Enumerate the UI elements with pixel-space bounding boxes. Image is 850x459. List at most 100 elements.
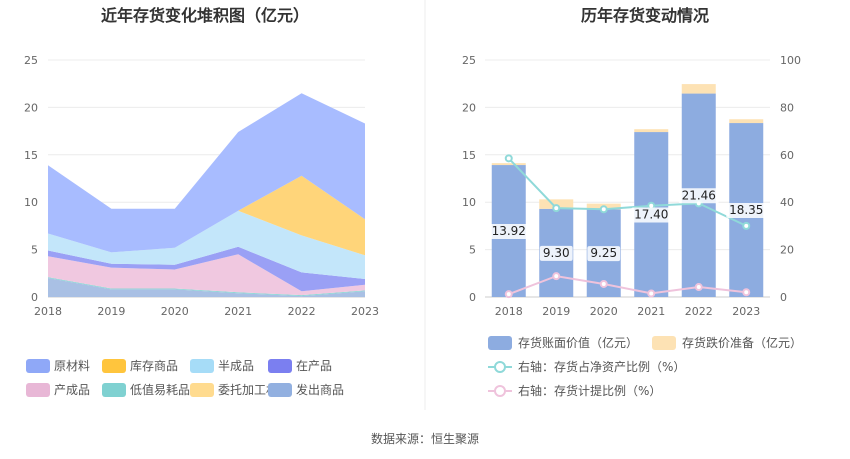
legend-label-book-value: 存货账面价值（亿元） [518, 335, 638, 350]
line-point-2 [552, 272, 561, 281]
bar-impairment [634, 129, 669, 133]
line-point-1 [742, 221, 751, 230]
left-y-tick-label: 20 [24, 101, 38, 114]
area-半成品 [48, 210, 365, 279]
line-series-1 [508, 157, 747, 227]
right-bar-labels: 13.92 9.30 9.25 17.40 21.46 18.35 [488, 188, 767, 262]
line-point-1 [504, 154, 513, 163]
left-x-tick-label: 2018 [34, 305, 62, 318]
legend-label-line-2: 右轴：存货计提比例（%） [518, 383, 661, 398]
left-y-tick-label: 25 [24, 54, 38, 67]
area-库存商品 [48, 175, 365, 256]
legend-swatch-book-value [488, 336, 512, 350]
legend-swatch-产成品 [26, 383, 50, 397]
left-x-tick-label: 2023 [351, 305, 379, 318]
right-x-tick-label: 2018 [495, 305, 523, 318]
right-y2-tick-label: 40 [780, 196, 794, 209]
right-chart-title: 历年存货变动情况 [581, 6, 709, 25]
line-point-2 [742, 288, 751, 297]
legend-swatch-半成品 [190, 359, 214, 373]
legend-label-半成品: 半成品 [218, 359, 254, 373]
line-point-2 [647, 289, 656, 298]
legend-swatch-在产品 [268, 359, 292, 373]
left-y-tick-label: 5 [31, 244, 38, 257]
right-y2-tick-label: 100 [780, 54, 801, 67]
bar-value-label: 17.40 [634, 208, 668, 222]
right-y-tick-label: 20 [462, 101, 476, 114]
right-y-tick-label: 15 [462, 149, 476, 162]
bar-impairment [681, 84, 716, 94]
legend-label-发出商品: 发出商品 [296, 382, 344, 397]
line-series-2 [508, 275, 747, 296]
right-x-tick-label: 2021 [637, 305, 665, 318]
right-x-tick-label: 2023 [732, 305, 760, 318]
bar-value-label: 9.25 [590, 246, 617, 260]
left-x-tick-label: 2019 [97, 305, 125, 318]
bar-impairment [539, 199, 574, 209]
right-y-tick-label: 10 [462, 196, 476, 209]
right-gridlines [485, 59, 770, 298]
left-y-tick-label: 15 [24, 149, 38, 162]
left-y-tick-label: 10 [24, 196, 38, 209]
line-point-1 [552, 204, 561, 213]
legend-swatch-发出商品 [268, 383, 292, 397]
area-产成品 [48, 254, 365, 296]
legend-label-产成品: 产成品 [54, 383, 90, 397]
bar-value-label: 21.46 [682, 188, 716, 202]
right-y2-tick-label: 0 [780, 291, 787, 304]
legend-label-line-1: 右轴：存货占净资产比例（%） [518, 359, 685, 374]
line-point-2 [599, 279, 608, 288]
right-legend: 存货账面价值（亿元） 存货跌价准备（亿元） 右轴：存货占净资产比例（%） 右轴：存货计… [488, 335, 802, 398]
line-point-2 [694, 283, 703, 292]
right-x-tick-label: 2022 [685, 305, 713, 318]
legend-swatch-原材料 [26, 359, 50, 373]
legend-swatch-委托加工材料 [190, 383, 214, 397]
bar-value-label: 18.35 [729, 203, 763, 217]
right-y2-tick-label: 20 [780, 244, 794, 257]
left-axis-labels: 0 5 10 15 20 25 2018 2019 2020 2021 2022 2023 [24, 54, 379, 318]
legend-marker-2 [494, 385, 506, 397]
legend-label-原材料: 原材料 [54, 359, 90, 373]
line-point-2 [504, 290, 513, 299]
legend-swatch-低值易耗品 [102, 383, 126, 397]
legend-marker-1 [494, 361, 506, 373]
bar-value-label-bg [726, 203, 767, 219]
left-y-tick-label: 0 [31, 291, 38, 304]
right-x-tick-label: 2020 [590, 305, 618, 318]
right-bars [491, 84, 764, 298]
legend-label-impairment: 存货跌价准备（亿元） [682, 335, 802, 350]
bar-value-label: 9.30 [543, 246, 570, 260]
left-x-tick-label: 2021 [224, 305, 252, 318]
bar-value-label-bg [488, 224, 529, 240]
area-在产品 [48, 246, 365, 292]
bar-value-label-bg [631, 207, 672, 223]
area-发出商品 [48, 278, 365, 297]
bar-value-label: 13.92 [492, 224, 526, 238]
legend-label-在产品: 在产品 [296, 359, 332, 373]
right-y2-tick-label: 80 [780, 101, 794, 114]
legend-label-库存商品: 库存商品 [130, 358, 178, 373]
bar-impairment [491, 163, 526, 166]
right-y2-tick-label: 60 [780, 149, 794, 162]
right-x-tick-label: 2019 [542, 305, 570, 318]
area-原材料 [48, 93, 365, 253]
data-source: 数据来源：恒生聚源 [371, 431, 479, 446]
bar-impairment [729, 119, 764, 124]
right-y-tick-label: 5 [469, 244, 476, 257]
right-y-tick-label: 25 [462, 54, 476, 67]
right-axis-labels: 0 5 10 15 20 25 0 20 40 60 80 100 2018 2019 2020 2021 20… [462, 54, 801, 318]
legend-swatch-impairment [652, 336, 676, 350]
bar-value-label-bg [539, 245, 573, 261]
legend-label-低值易耗品: 低值易耗品 [130, 382, 190, 397]
line-point-1 [599, 205, 608, 214]
bar-value-label-bg [587, 246, 621, 262]
right-y-tick-label: 0 [469, 291, 476, 304]
legend-swatch-库存商品 [102, 359, 126, 373]
left-stacked-areas [48, 93, 365, 297]
left-x-tick-label: 2022 [288, 305, 316, 318]
left-x-tick-label: 2020 [161, 305, 189, 318]
bar-value-label-bg [678, 188, 719, 204]
left-chart-title: 近年存货变化堆积图（亿元） [101, 6, 309, 25]
